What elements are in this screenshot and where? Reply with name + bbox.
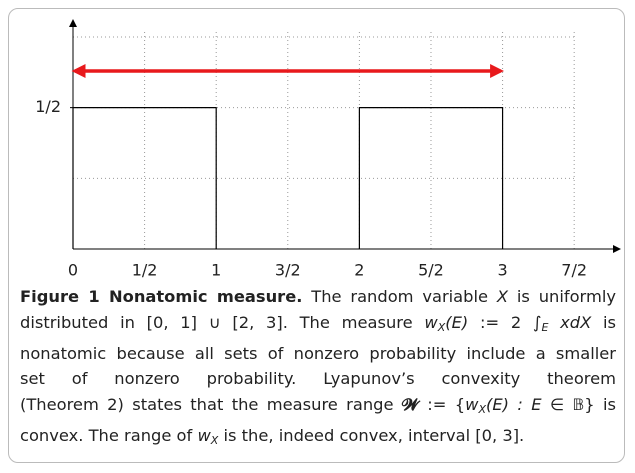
caption-line: Figure 1 Nonatomic measure. The random v… bbox=[20, 284, 616, 310]
caption-text: X bbox=[437, 320, 446, 334]
caption-text: set of nonzero probability. Lyapunov’s c… bbox=[20, 369, 616, 389]
caption-text: Figure 1 Nonatomic measure. bbox=[20, 287, 303, 306]
y-tick-label: 1/2 bbox=[35, 97, 61, 116]
caption-text bbox=[548, 313, 560, 332]
caption-text: ∈ 𝔹} is bbox=[541, 395, 617, 415]
caption-line: convex. The range of wX is the, indeed c… bbox=[20, 423, 616, 454]
caption-text: is bbox=[591, 312, 617, 332]
x-tick-label: 2 bbox=[354, 261, 364, 280]
caption-text: X bbox=[478, 403, 487, 417]
caption-text: (Theorem 2) states that the measure rang… bbox=[20, 395, 402, 415]
caption-text: X bbox=[496, 287, 509, 306]
caption-text: := 2 ∫ bbox=[468, 312, 542, 332]
caption-text: is uniformly bbox=[508, 287, 616, 306]
caption-text: 𝓦 bbox=[401, 395, 419, 415]
caption-text: distributed in [0, 1] ∪ [2, 3]. The meas… bbox=[20, 312, 425, 332]
caption: Figure 1 Nonatomic measure. The random v… bbox=[20, 284, 616, 454]
caption-text: w bbox=[465, 395, 479, 415]
caption-text: E bbox=[541, 320, 549, 334]
caption-text: X bbox=[210, 433, 219, 447]
x-tick-label: 0 bbox=[68, 261, 78, 280]
caption-text: (E) bbox=[445, 312, 469, 332]
caption-text: is the, indeed convex, interval [0, 3]. bbox=[218, 425, 525, 445]
density-line bbox=[72, 107, 217, 249]
x-tick-label: 3/2 bbox=[275, 261, 301, 280]
caption-line: distributed in [0, 1] ∪ [2, 3]. The meas… bbox=[20, 310, 616, 341]
caption-text: convex. The range of bbox=[20, 425, 198, 445]
figure-frame bbox=[8, 8, 625, 463]
caption-text: (E) : E bbox=[486, 395, 542, 415]
caption-line: (Theorem 2) states that the measure rang… bbox=[20, 392, 616, 423]
caption-text: The random variable bbox=[302, 287, 497, 306]
caption-line: nonatomic because all sets of nonzero pr… bbox=[20, 341, 616, 367]
x-tick-label: 3 bbox=[497, 261, 507, 280]
caption-text: w bbox=[197, 425, 211, 445]
caption-text: := { bbox=[418, 395, 466, 415]
density-line bbox=[358, 107, 504, 249]
caption-text: nonatomic because all sets of nonzero pr… bbox=[20, 343, 616, 363]
caption-line: set of nonzero probability. Lyapunov’s c… bbox=[20, 366, 616, 392]
x-tick-label: 1/2 bbox=[132, 261, 158, 280]
chart: 0 1/2 1 3/2 2 5/2 3 7/2 1/2 bbox=[35, 19, 621, 280]
caption-text: xdX bbox=[560, 312, 592, 332]
caption-text: w bbox=[424, 312, 438, 332]
x-tick-label: 1 bbox=[211, 261, 221, 280]
x-tick-label: 7/2 bbox=[561, 261, 587, 280]
x-tick-label: 5/2 bbox=[418, 261, 444, 280]
